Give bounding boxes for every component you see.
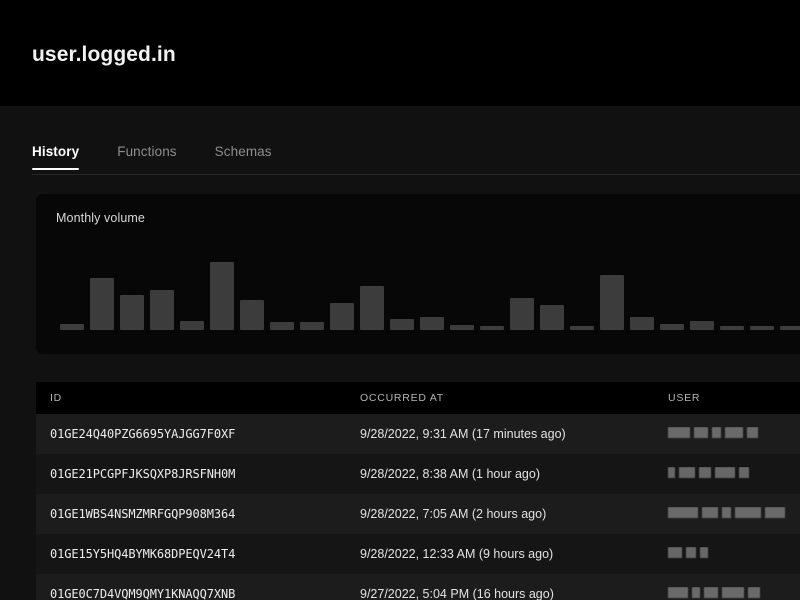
tab-schemas[interactable]: Schemas: [214, 144, 272, 159]
tab-functions[interactable]: Functions: [117, 144, 177, 159]
tab-history[interactable]: History: [32, 144, 80, 170]
chart-bar: [600, 275, 624, 330]
cell-user: [654, 547, 800, 561]
table-row[interactable]: 01GE0C7D4VQM9QMY1KNAQQ7XNB 9/27/2022, 5:0…: [36, 574, 800, 600]
cell-user: [654, 587, 800, 600]
cell-id: 01GE1WBS4NSMZMRFGQP908M364: [50, 507, 236, 521]
column-header-id: ID: [50, 392, 62, 404]
cell-occurred-at: 9/28/2022, 9:31 AM (17 minutes ago): [360, 427, 566, 441]
monthly-volume-bar-chart: [60, 256, 800, 330]
table-row[interactable]: 01GE21PCGPFJKSQXP8JRSFNH0M 9/28/2022, 8:3…: [36, 454, 800, 494]
chart-bar: [750, 326, 774, 330]
monthly-volume-panel: Monthly volume: [36, 194, 800, 354]
redacted-user-value: [668, 427, 762, 438]
chart-bar: [240, 300, 264, 330]
chart-bar: [300, 322, 324, 330]
tab-bar: History Functions Schemas: [0, 106, 800, 174]
page-header: user.logged.in: [0, 0, 800, 106]
column-header-user: USER: [668, 392, 701, 404]
chart-bar: [660, 324, 684, 330]
chart-bar: [180, 321, 204, 330]
cell-id: 01GE0C7D4VQM9QMY1KNAQQ7XNB: [50, 587, 236, 600]
table-row[interactable]: 01GE1WBS4NSMZMRFGQP908M364 9/28/2022, 7:0…: [36, 494, 800, 534]
page-title: user.logged.in: [32, 43, 176, 66]
chart-bar: [540, 305, 564, 330]
chart-bar: [720, 326, 744, 330]
table-header-row: ID OCCURRED AT USER: [36, 382, 800, 414]
chart-bar: [570, 326, 594, 330]
tab-bar-divider: [32, 174, 800, 175]
chart-bar: [60, 324, 84, 330]
chart-bar: [270, 322, 294, 330]
chart-title: Monthly volume: [56, 211, 145, 225]
chart-bar: [390, 319, 414, 330]
column-header-occurred-at: OCCURRED AT: [360, 392, 444, 404]
chart-bar: [630, 317, 654, 330]
cell-occurred-at: 9/28/2022, 7:05 AM (2 hours ago): [360, 507, 547, 521]
cell-occurred-at: 9/28/2022, 8:38 AM (1 hour ago): [360, 467, 540, 481]
cell-user: [654, 507, 800, 521]
cell-occurred-at: 9/28/2022, 12:33 AM (9 hours ago): [360, 547, 554, 561]
chart-bar: [90, 278, 114, 330]
chart-bar: [360, 286, 384, 330]
redacted-user-value: [668, 467, 753, 478]
redacted-user-value: [668, 547, 712, 558]
chart-bar: [210, 262, 234, 330]
redacted-user-value: [668, 587, 764, 598]
table-row[interactable]: 01GE15Y5HQ4BYMK68DPEQV24T4 9/28/2022, 12:…: [36, 534, 800, 574]
chart-bar: [330, 303, 354, 330]
table-body: 01GE24Q40PZG6695YAJGG7F0XF 9/28/2022, 9:3…: [36, 414, 800, 600]
cell-id: 01GE24Q40PZG6695YAJGG7F0XF: [50, 427, 236, 441]
tab-list: History Functions Schemas: [32, 144, 310, 170]
cell-id: 01GE21PCGPFJKSQXP8JRSFNH0M: [50, 467, 236, 481]
chart-bar: [690, 321, 714, 330]
cell-user: [654, 467, 800, 481]
chart-bar: [480, 326, 504, 330]
chart-bar: [510, 298, 534, 330]
chart-bar: [450, 325, 474, 330]
chart-bar: [420, 317, 444, 330]
cell-user: [654, 427, 800, 441]
cell-occurred-at: 9/27/2022, 5:04 PM (16 hours ago): [360, 587, 554, 600]
table-row[interactable]: 01GE24Q40PZG6695YAJGG7F0XF 9/28/2022, 9:3…: [36, 414, 800, 454]
chart-bar: [150, 290, 174, 330]
redacted-user-value: [668, 507, 789, 518]
chart-bar: [780, 326, 800, 330]
chart-bar: [120, 295, 144, 330]
cell-id: 01GE15Y5HQ4BYMK68DPEQV24T4: [50, 547, 236, 561]
history-table: ID OCCURRED AT USER 01GE24Q40PZG6695YAJG…: [36, 382, 800, 600]
